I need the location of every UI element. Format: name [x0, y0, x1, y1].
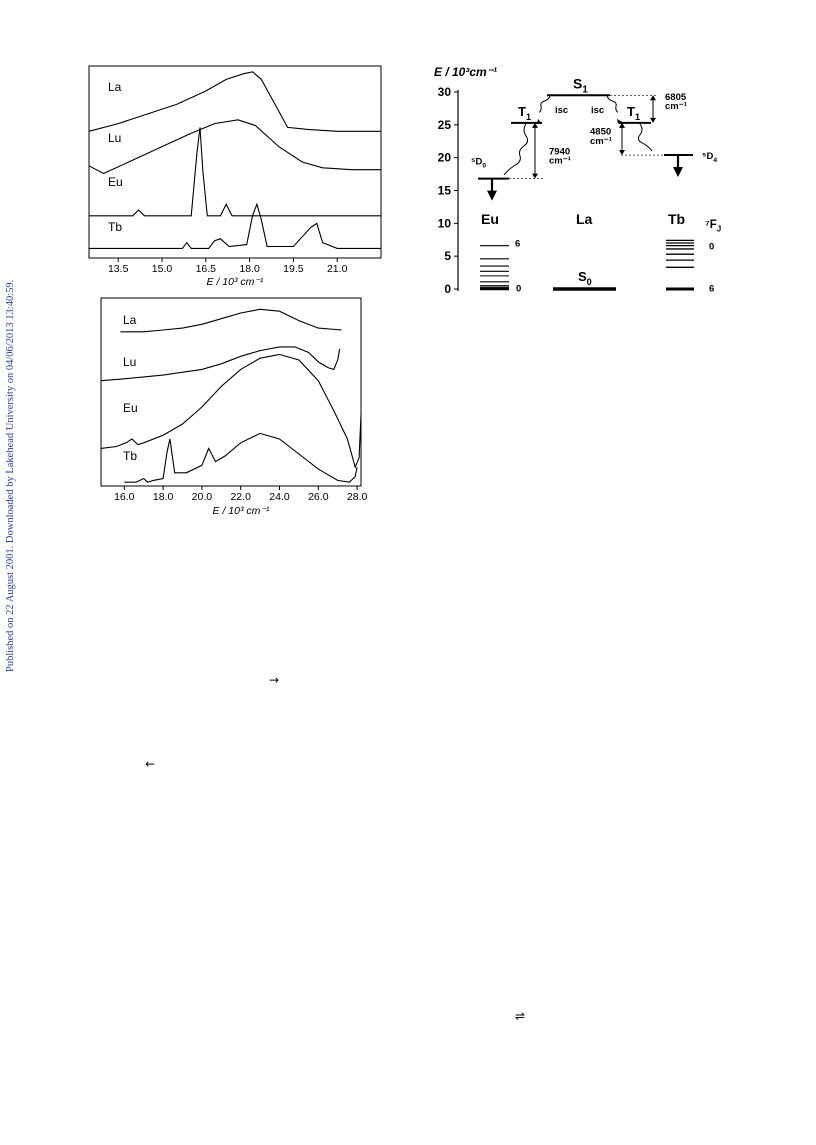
x-tick-label: 19.5 — [283, 263, 304, 275]
isc-arrowhead-left — [537, 118, 541, 124]
label-t1-left: T1 — [518, 104, 531, 122]
series-line-lu — [100, 346, 341, 382]
curve-label-eu: Eu — [123, 401, 138, 415]
series-line-la — [88, 71, 381, 132]
svg-text:Eu: Eu — [108, 175, 123, 189]
isc-arrowhead-right — [617, 118, 622, 124]
energy-level-diagram: E / 10³cm⁻¹ 0 5 10 15 20 25 30 S1 T1 T1 isc isc ⁵D0… — [434, 65, 721, 296]
svg-text:Tb: Tb — [108, 220, 122, 234]
gap-arrow-left-head-top — [532, 122, 538, 128]
svg-text:Tb: Tb — [123, 449, 137, 463]
x-tick-label: 22.0 — [230, 491, 251, 503]
label-t1-right: T1 — [627, 104, 640, 122]
series-line-tb — [89, 202, 381, 249]
x-tick-label: 21.0 — [327, 263, 348, 275]
label-5d4: ⁵D4 — [702, 151, 717, 164]
x-tick-label: 16.5 — [196, 263, 217, 275]
gap-right-value: 6805 — [665, 92, 687, 103]
y-tick-label: 25 — [438, 118, 452, 132]
svg-text:Lu: Lu — [123, 355, 136, 369]
label-7fj: ⁷FJ — [705, 219, 721, 233]
curve-label-lu: Lu — [108, 131, 121, 145]
gap-arrow-mid-head-bottom — [619, 150, 625, 156]
series-line-eu — [89, 127, 381, 217]
x-tick-label: 13.5 — [108, 263, 129, 275]
chart-frame — [88, 65, 382, 259]
curve-label-eu: Eu — [108, 175, 123, 189]
gap-left-unit: cm⁻¹ — [549, 156, 571, 167]
label-s1: S1 — [573, 75, 588, 95]
series-line-lu — [88, 119, 381, 175]
left-arrow-glyph: ← — [145, 757, 156, 771]
label-la: La — [576, 211, 593, 227]
series-line-eu — [100, 353, 362, 469]
label-5d0: ⁵D0 — [471, 157, 486, 170]
gap-arrow-right-head-top — [650, 95, 656, 101]
x-tick-label: 28.0 — [347, 491, 368, 503]
isc-wavy-left — [538, 96, 551, 113]
series-line-la — [120, 308, 342, 333]
svg-text:Eu: Eu — [123, 401, 138, 415]
label-eu: Eu — [481, 211, 499, 227]
x-tick-label: 18.0 — [239, 263, 260, 275]
x-tick-label: 16.0 — [114, 491, 135, 503]
y-tick-label: 10 — [438, 216, 452, 230]
gap-left-value: 7940 — [549, 146, 570, 157]
emission-arrow-eu-head — [487, 190, 497, 201]
right-arrow-glyph: → — [269, 673, 280, 687]
curve-label-tb: Tb — [108, 220, 122, 234]
svg-text:La: La — [123, 313, 137, 327]
chart-frame — [100, 297, 362, 487]
curve-label-la: La — [123, 313, 137, 327]
isc-wavy-right — [606, 96, 619, 113]
svg-text:La: La — [108, 80, 122, 94]
curve-label-lu: Lu — [123, 355, 136, 369]
tb-label-6: 6 — [709, 284, 714, 295]
emission-spectra-chart: 13.5 15.0 16.5 18.0 19.5 21.0 La Lu Eu Tb E /… — [88, 65, 382, 288]
x-axis-label: E / 10³ cm⁻¹ — [213, 505, 270, 517]
tb-label-0: 0 — [709, 242, 714, 253]
y-tick-label: 15 — [438, 184, 452, 198]
y-tick-label: 30 — [438, 85, 452, 99]
gap-arrow-mid-head-top — [619, 122, 625, 128]
gap-arrow-right-head-bottom — [650, 117, 656, 123]
excitation-spectra-chart: 16.0 18.0 20.0 22.0 24.0 26.0 28.0 La Lu Eu Tb… — [100, 297, 368, 517]
x-tick-label: 15.0 — [152, 263, 173, 275]
download-watermark: Published on 22 August 2001. Downloaded … — [5, 279, 16, 672]
label-isc-left: isc — [555, 105, 568, 116]
emission-arrow-tb-head — [673, 167, 683, 178]
gap-arrow-left-head-bottom — [532, 173, 538, 179]
x-tick-label: 24.0 — [269, 491, 290, 503]
relax-wavy-right — [637, 123, 653, 152]
y-tick-label: 20 — [438, 151, 452, 165]
x-tick-label: 20.0 — [192, 491, 213, 503]
eu-label-0: 0 — [516, 284, 521, 295]
y-tick-label: 5 — [444, 249, 451, 263]
label-tb: Tb — [668, 211, 685, 227]
gap-mid-unit: cm⁻¹ — [590, 136, 612, 147]
x-tick-label: 26.0 — [308, 491, 329, 503]
y-tick-label: 0 — [444, 282, 451, 296]
gap-right-unit: cm⁻¹ — [665, 101, 687, 112]
gap-mid-value: 4850 — [590, 127, 611, 138]
equilibrium-glyph: ⇌ — [515, 1009, 526, 1023]
eu-label-6: 6 — [515, 238, 520, 249]
curve-label-la: La — [108, 80, 122, 94]
label-s0: S0 — [578, 269, 592, 287]
label-isc-right: isc — [591, 105, 604, 116]
x-tick-label: 18.0 — [153, 491, 174, 503]
relax-wavy-left — [503, 123, 529, 176]
y-axis-label: E / 10³cm⁻¹ — [434, 65, 497, 79]
series-line-tb — [124, 432, 358, 483]
x-axis-label: E / 10³ cm⁻¹ — [207, 276, 264, 288]
svg-text:Lu: Lu — [108, 131, 121, 145]
curve-label-tb: Tb — [123, 449, 137, 463]
